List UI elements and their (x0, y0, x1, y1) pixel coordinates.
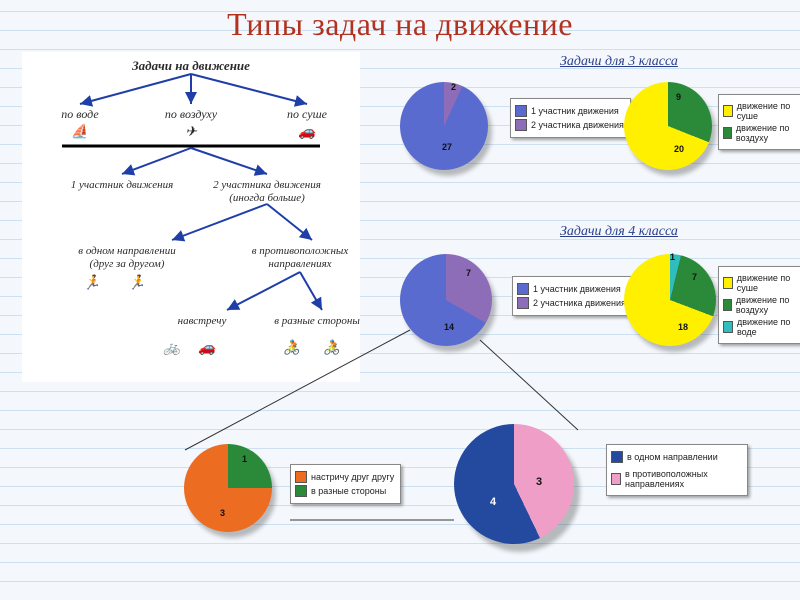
pie-xa (184, 444, 272, 532)
chart-4a: 14 7 (396, 250, 508, 362)
legend-4b: движение по суше движение по воздуху дви… (718, 266, 800, 344)
svg-text:по воздуху: по воздуху (165, 107, 218, 121)
svg-text:в разные стороны: в разные стороны (274, 315, 360, 327)
legend-4a: 1 участник движения 2 участника движения (512, 276, 633, 316)
svg-text:🚗: 🚗 (197, 341, 217, 356)
svg-text:✈: ✈ (185, 125, 198, 140)
classification-diagram: Задачи на движение по воде по воздуху по… (22, 52, 360, 382)
svg-text:2 участника движения: 2 участника движения (213, 179, 321, 191)
svg-text:🏃: 🏃 (83, 274, 102, 291)
svg-text:1 участник движения: 1 участник движения (71, 179, 173, 191)
pie-4b (624, 254, 716, 346)
pie-xb (454, 424, 574, 544)
svg-text:🚗: 🚗 (297, 125, 317, 140)
svg-text:🚴: 🚴 (323, 339, 343, 356)
svg-text:🚴: 🚴 (283, 339, 303, 356)
svg-text:🏃: 🏃 (128, 274, 147, 291)
pie-3b (624, 82, 712, 170)
svg-text:направлениях: направлениях (268, 258, 331, 270)
svg-text:(иногда больше): (иногда больше) (229, 192, 305, 204)
pie-4a (400, 254, 492, 346)
pie-3a (400, 82, 488, 170)
chart-4b: 18 7 1 (620, 250, 732, 362)
section-4-link[interactable]: Задачи для 4 класса (560, 224, 678, 240)
svg-text:🚲: 🚲 (162, 341, 182, 356)
legend-3a: 1 участник движения 2 участника движения (510, 98, 631, 138)
legend-3b: движение по суше движение по воздуху (718, 94, 800, 150)
svg-text:по воде: по воде (61, 107, 99, 121)
chart-explode-a: 3 1 (180, 440, 290, 550)
svg-text:в одном направлении: в одном направлении (78, 245, 176, 257)
svg-text:навстречу: навстречу (178, 315, 227, 327)
chart-explode-b: 4 3 (450, 420, 590, 560)
svg-text:по суше: по суше (287, 107, 328, 121)
chart-3a: 27 2 (396, 78, 506, 188)
svg-text:в противоположных: в противоположных (252, 245, 349, 257)
legend-xa: настричу друг другу в разные стороны (290, 464, 401, 504)
diagram-heading: Задачи на движение (131, 58, 250, 73)
page-title: Типы задач на движение (0, 6, 800, 43)
svg-text:(друг за другом): (друг за другом) (90, 258, 165, 270)
chart-3b: 20 9 (620, 78, 730, 188)
legend-xb: в одном направлении в противоположных на… (606, 444, 748, 496)
section-3-link[interactable]: Задачи для 3 класса (560, 54, 678, 70)
svg-text:⛵: ⛵ (71, 123, 91, 140)
